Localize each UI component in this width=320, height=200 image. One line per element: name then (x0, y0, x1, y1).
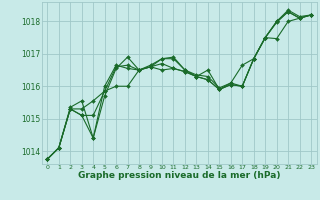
X-axis label: Graphe pression niveau de la mer (hPa): Graphe pression niveau de la mer (hPa) (78, 171, 280, 180)
